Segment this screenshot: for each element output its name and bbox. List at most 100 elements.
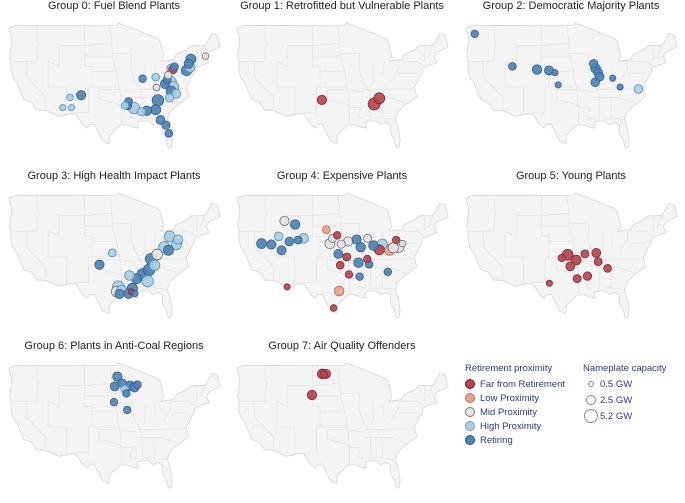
- group-0-map: [8, 22, 221, 149]
- state-border: [389, 267, 406, 274]
- state-border: [504, 61, 524, 117]
- plant-marker: [150, 104, 162, 116]
- group-6-panel: Group 6: Plants in Anti-Coal Regions: [0, 340, 228, 503]
- state-border: [349, 447, 366, 459]
- state-border: [239, 195, 268, 232]
- plant-marker: [306, 389, 318, 401]
- state-border: [427, 384, 434, 398]
- plant-marker: [609, 74, 617, 82]
- plant-marker: [333, 285, 345, 297]
- plant-marker: [570, 254, 582, 266]
- capacity-label-mid: 2.5 GW: [600, 395, 633, 406]
- state-border: [516, 212, 570, 216]
- plant-marker: [273, 231, 284, 242]
- plant-marker: [201, 52, 210, 60]
- plant-marker: [67, 104, 76, 112]
- plant-marker: [59, 104, 67, 112]
- plant-marker: [164, 93, 175, 103]
- state-border: [142, 232, 146, 255]
- legend-label-high: High Proximity: [480, 421, 542, 432]
- state-border: [424, 215, 426, 232]
- plant-marker: [368, 240, 379, 251]
- state-border: [370, 62, 374, 85]
- group-7-map: [236, 362, 449, 489]
- plant-marker: [531, 64, 543, 75]
- state-border: [337, 25, 350, 125]
- group-6-map: [8, 362, 221, 489]
- state-border: [401, 400, 425, 407]
- plant-marker: [342, 252, 352, 262]
- state-border: [196, 45, 198, 62]
- state-border: [599, 62, 603, 85]
- plant-marker: [276, 245, 287, 256]
- state-border: [199, 44, 206, 58]
- legend-swatch-mid: [465, 407, 475, 417]
- plant-marker: [557, 253, 566, 263]
- plant-marker: [565, 261, 576, 272]
- state-border: [25, 61, 47, 110]
- state-border: [47, 385, 60, 407]
- plant-marker: [122, 389, 131, 398]
- state-border: [173, 230, 197, 237]
- state-border: [349, 277, 366, 289]
- plant-marker: [336, 239, 346, 249]
- state-border: [275, 61, 295, 117]
- plant-marker: [133, 380, 142, 389]
- plant-marker: [152, 83, 161, 92]
- plant-marker: [582, 271, 593, 281]
- plant-marker: [351, 234, 362, 245]
- state-border: [161, 267, 178, 274]
- group-1-map: [236, 22, 449, 149]
- state-border: [11, 195, 40, 232]
- plant-marker: [355, 242, 366, 253]
- plant-marker: [266, 239, 277, 250]
- plant-marker: [284, 236, 295, 247]
- plant-marker: [293, 235, 303, 245]
- plant-marker: [398, 239, 407, 248]
- plant-marker: [633, 84, 644, 94]
- state-border: [287, 42, 341, 46]
- capacity-ring-small: [588, 381, 594, 387]
- state-border: [382, 287, 396, 290]
- state-border: [173, 400, 197, 407]
- state-border: [327, 89, 350, 108]
- plant-marker: [148, 259, 161, 271]
- plant-marker: [545, 279, 553, 287]
- plant-marker: [289, 219, 301, 230]
- state-border: [653, 45, 655, 62]
- state-border: [653, 215, 655, 232]
- plant-marker: [66, 93, 74, 101]
- legend-label-far: Far from Retirement: [480, 379, 565, 390]
- state-border: [196, 215, 198, 232]
- plant-marker: [114, 289, 125, 300]
- capacity-ring-large: [584, 409, 598, 423]
- state-border: [482, 61, 504, 110]
- state-border: [25, 231, 47, 280]
- state-border: [47, 61, 67, 117]
- legend-label-retiring: Retiring: [480, 435, 513, 446]
- state-border: [578, 107, 595, 119]
- group-2-title: Group 2: Democratic Majority Plants: [482, 0, 660, 12]
- legend-label-mid: Mid Proximity: [480, 407, 538, 418]
- group-4-panel: Group 4: Expensive Plants: [228, 170, 456, 333]
- proximity-legend: Retirement proximity Far from Retirement…: [465, 363, 585, 453]
- us-outline: [236, 22, 449, 149]
- group-0-title: Group 0: Fuel Blend Plants: [47, 0, 181, 12]
- state-border: [130, 53, 144, 122]
- plant-marker: [94, 259, 105, 270]
- plant-marker: [603, 264, 612, 273]
- plant-marker: [131, 290, 139, 298]
- state-border: [161, 437, 178, 444]
- plant-marker: [333, 249, 344, 259]
- state-border: [199, 214, 206, 228]
- state-border: [130, 393, 144, 462]
- plant-marker: [256, 238, 267, 249]
- state-border: [199, 384, 206, 398]
- us-outline: [8, 362, 221, 489]
- group-5-title: Group 5: Young Plants: [515, 170, 627, 182]
- state-border: [390, 61, 399, 81]
- plant-marker: [470, 29, 479, 39]
- plant-marker: [151, 94, 165, 107]
- proximity-legend-title: Retirement proximity: [465, 363, 553, 374]
- capacity-legend-title: Nameplate capacity: [583, 363, 667, 374]
